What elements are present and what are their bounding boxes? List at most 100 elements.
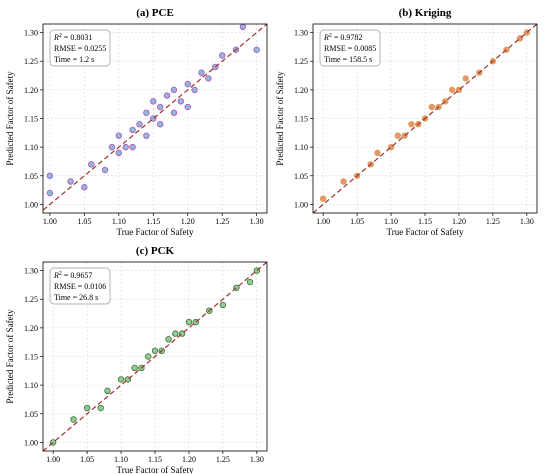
data-point — [46, 189, 54, 197]
data-point — [239, 24, 247, 31]
x-axis-label: True Factor of Safety — [117, 227, 194, 237]
panel-c-title: (c) PCK — [136, 245, 175, 257]
x-tick-label: 1.05 — [350, 217, 364, 226]
data-point — [108, 143, 116, 151]
x-tick-label: 1.20 — [181, 217, 195, 226]
reference-line — [43, 24, 267, 211]
x-tick-label: 1.30 — [250, 455, 264, 464]
data-point — [143, 132, 150, 139]
r2-text: R2 = 0.8031 — [53, 33, 92, 42]
data-point — [81, 184, 88, 191]
data-point — [115, 132, 123, 139]
data-point — [67, 178, 74, 185]
x-axis-label: True Factor of Safety — [117, 465, 194, 474]
data-point — [46, 172, 54, 179]
x-tick-label: 1.20 — [452, 217, 466, 226]
data-point — [165, 336, 172, 343]
data-point — [218, 52, 226, 59]
time-text: Time = 26.8 s — [54, 293, 98, 302]
data-point — [88, 161, 95, 168]
rmse-text: RMSE = 0.0255 — [54, 44, 106, 53]
data-point — [185, 318, 193, 326]
time-text: Time = 1.2 s — [54, 55, 94, 64]
data-point — [156, 121, 164, 128]
data-point — [184, 103, 191, 111]
x-tick-label: 1.15 — [418, 217, 432, 226]
data-point — [319, 195, 327, 202]
data-point — [129, 143, 136, 151]
data-point — [394, 132, 402, 139]
data-point — [170, 86, 178, 94]
y-tick-label: 1.20 — [24, 324, 38, 333]
y-tick-label: 1.25 — [24, 57, 38, 66]
x-tick-label: 1.25 — [215, 217, 229, 226]
x-tick-label: 1.15 — [148, 455, 162, 464]
y-tick-label: 1.00 — [24, 200, 38, 209]
data-point — [97, 404, 104, 412]
data-point — [104, 387, 111, 395]
data-point — [428, 103, 435, 111]
data-point — [253, 46, 260, 53]
r2-text: R2 = 0.9657 — [53, 271, 92, 280]
y-tick-label: 1.05 — [24, 410, 38, 419]
data-point — [170, 109, 178, 116]
r2-text: R2 = 0.9782 — [323, 33, 362, 42]
data-point — [205, 75, 212, 82]
y-tick-label: 1.05 — [294, 172, 308, 181]
y-tick-label: 1.00 — [24, 438, 38, 447]
data-point — [448, 86, 456, 94]
reference-line — [313, 24, 537, 213]
plot-frame — [42, 261, 268, 452]
data-point — [129, 126, 136, 134]
y-tick-label: 1.30 — [24, 267, 38, 276]
y-tick-label: 1.00 — [294, 200, 308, 209]
data-point — [122, 143, 129, 151]
stats-box — [319, 29, 381, 67]
y-tick-label: 1.30 — [294, 29, 308, 38]
data-point — [83, 404, 91, 412]
y-tick-label: 1.25 — [24, 295, 38, 304]
y-tick-label: 1.20 — [24, 86, 38, 95]
plot-frame — [42, 23, 268, 214]
data-point — [70, 416, 77, 423]
y-tick-label: 1.20 — [294, 86, 308, 95]
data-point — [115, 149, 123, 157]
y-tick-label: 1.10 — [24, 143, 38, 152]
data-point — [136, 121, 143, 128]
y-axis-label: Predicted Factor of Safety — [5, 309, 15, 404]
data-point — [172, 330, 179, 337]
rmse-text: RMSE = 0.0085 — [324, 44, 376, 53]
data-point — [184, 80, 191, 88]
data-point — [246, 278, 254, 286]
y-tick-label: 1.10 — [294, 143, 308, 152]
data-point — [131, 364, 138, 372]
x-tick-label: 1.00 — [46, 455, 60, 464]
data-points — [46, 24, 260, 197]
data-point — [374, 149, 381, 157]
data-point — [163, 92, 171, 99]
data-point — [191, 86, 198, 94]
panel-a-title: (a) PCE — [136, 7, 174, 19]
data-point — [150, 98, 157, 105]
y-tick-label: 1.15 — [294, 115, 308, 124]
x-tick-label: 1.30 — [250, 217, 264, 226]
time-text: Time = 158.5 s — [324, 55, 372, 64]
data-point — [117, 376, 125, 383]
x-tick-label: 1.10 — [114, 455, 128, 464]
data-point — [143, 109, 150, 116]
x-tick-label: 1.30 — [520, 217, 534, 226]
x-tick-label: 1.05 — [77, 217, 91, 226]
data-point — [156, 103, 164, 111]
stats-box — [49, 29, 111, 67]
y-axis-label: Predicted Factor of Safety — [5, 71, 15, 166]
panel-b-title: (b) Kriging — [399, 7, 452, 19]
data-point — [151, 347, 159, 354]
x-tick-label: 1.25 — [486, 217, 500, 226]
y-tick-label: 1.30 — [24, 29, 38, 38]
reference-line — [43, 262, 267, 451]
x-tick-label: 1.20 — [182, 455, 196, 464]
y-axis-label: Predicted Factor of Safety — [275, 71, 285, 166]
data-point — [219, 301, 227, 309]
x-tick-label: 1.00 — [316, 217, 330, 226]
